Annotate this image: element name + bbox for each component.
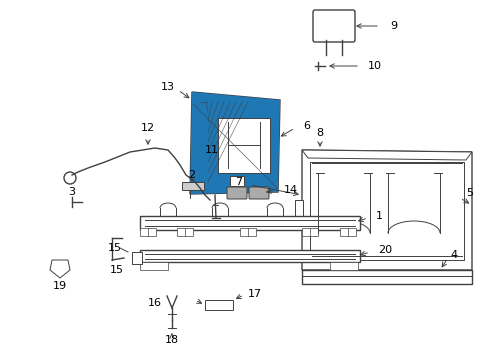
Bar (309, 162, 463, 260)
Bar (339, 228, 355, 236)
Bar (329, 262, 357, 270)
Text: 1: 1 (375, 211, 382, 221)
Text: 4: 4 (449, 250, 456, 260)
Text: 15: 15 (110, 265, 124, 275)
Bar (140, 216, 359, 230)
Text: 2: 2 (188, 170, 195, 180)
Text: 13: 13 (161, 82, 175, 92)
Bar (132, 252, 142, 264)
Bar (229, 176, 244, 186)
Text: 12: 12 (141, 123, 155, 133)
Bar (218, 118, 269, 173)
Bar (302, 270, 471, 284)
Text: 20: 20 (377, 245, 391, 255)
Text: 7: 7 (234, 177, 242, 187)
FancyBboxPatch shape (312, 10, 354, 42)
Bar (240, 228, 256, 236)
Bar (182, 182, 203, 190)
Bar (140, 250, 359, 262)
Bar (294, 200, 303, 230)
Text: 18: 18 (164, 335, 179, 345)
Text: 17: 17 (247, 289, 262, 299)
Polygon shape (302, 150, 471, 270)
Bar (177, 228, 193, 236)
Text: 9: 9 (389, 21, 396, 31)
Bar (204, 300, 232, 310)
Text: 16: 16 (148, 298, 162, 308)
Polygon shape (190, 92, 280, 194)
Text: 6: 6 (303, 121, 309, 131)
Text: 19: 19 (53, 281, 67, 291)
Text: 8: 8 (316, 128, 323, 138)
Text: 10: 10 (367, 61, 381, 71)
Polygon shape (50, 260, 70, 278)
Text: 3: 3 (68, 187, 75, 197)
Text: 15: 15 (108, 243, 122, 253)
Bar (140, 228, 156, 236)
Bar (302, 228, 317, 236)
Text: 5: 5 (466, 188, 472, 198)
Text: 14: 14 (284, 185, 298, 195)
Polygon shape (190, 92, 280, 194)
FancyBboxPatch shape (226, 187, 246, 199)
Polygon shape (302, 150, 471, 160)
Text: 11: 11 (204, 145, 219, 155)
Bar (140, 262, 168, 270)
FancyBboxPatch shape (248, 187, 268, 199)
